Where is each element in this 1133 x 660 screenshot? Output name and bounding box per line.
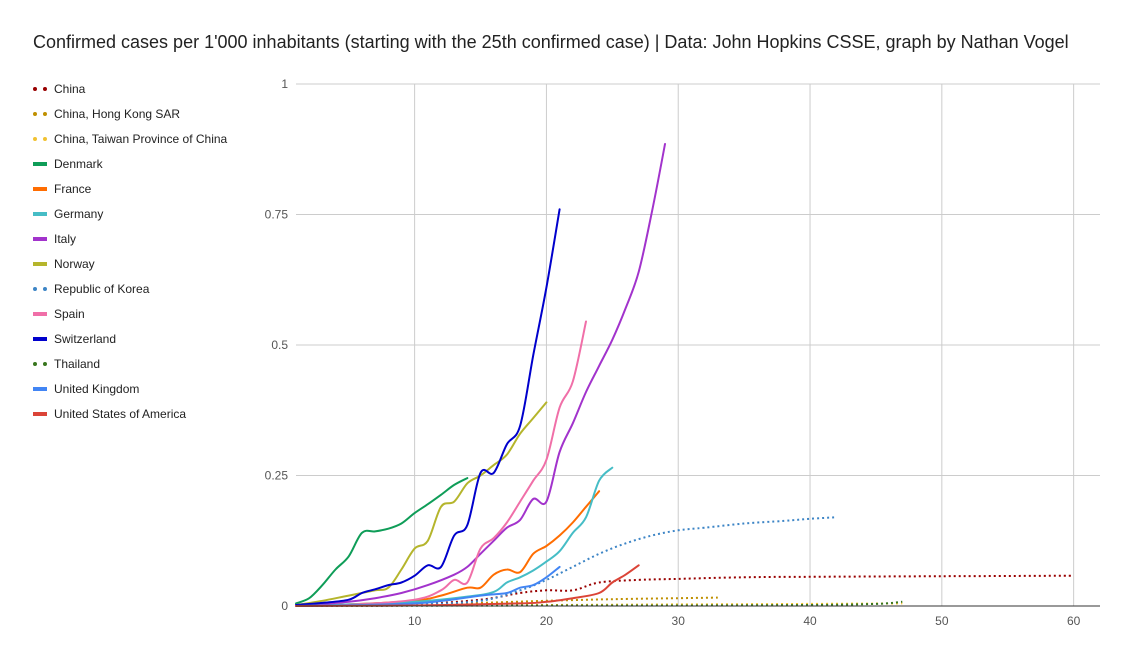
series-line-denmark	[295, 477, 469, 605]
legend-item-denmark: Denmark	[33, 151, 227, 176]
legend-item-switzerland: Switzerland	[33, 326, 227, 351]
series-line-united-states-of-america	[295, 564, 640, 607]
legend-label: Thailand	[54, 356, 101, 371]
legend-label: Germany	[54, 206, 104, 221]
legend-item-china-hong-kong-sar: China, Hong Kong SAR	[33, 101, 227, 126]
legend-swatch	[33, 211, 47, 216]
y-tick-label: 0	[281, 599, 288, 613]
legend-swatch	[33, 311, 47, 316]
legend-swatch	[33, 361, 47, 366]
legend-swatch	[33, 161, 47, 166]
series-line-united-kingdom	[295, 565, 561, 607]
x-tick-label: 50	[935, 614, 949, 628]
series-lines	[295, 143, 1074, 607]
x-tick-label: 40	[803, 614, 817, 628]
legend-label: China	[54, 81, 86, 96]
y-tick-label: 0.5	[271, 338, 288, 352]
y-tick-label: 1	[281, 77, 288, 91]
legend-label: United States of America	[54, 406, 187, 421]
legend-label: Denmark	[54, 156, 103, 171]
legend-label: United Kingdom	[54, 381, 140, 396]
y-tick-label: 0.75	[265, 208, 289, 222]
series-line-germany	[295, 466, 614, 607]
legend-label: China, Hong Kong SAR	[54, 106, 181, 121]
legend-item-germany: Germany	[33, 201, 227, 226]
legend-swatch	[33, 336, 47, 341]
legend-label: Italy	[54, 231, 77, 246]
legend-label: France	[54, 181, 92, 196]
legend-label: Spain	[54, 306, 85, 321]
legend-label: Switzerland	[54, 331, 117, 346]
legend-swatch	[33, 261, 47, 266]
legend-swatch	[33, 111, 47, 116]
legend-swatch	[33, 86, 47, 91]
legend-item-republic-of-korea: Republic of Korea	[33, 276, 227, 301]
legend-item-italy: Italy	[33, 226, 227, 251]
x-tick-label: 30	[672, 614, 686, 628]
series-line-spain	[295, 320, 587, 607]
series-line-italy	[295, 143, 666, 607]
legend-swatch	[33, 286, 47, 291]
legend-label: China, Taiwan Province of China	[54, 131, 228, 146]
legend-item-spain: Spain	[33, 301, 227, 326]
series-line-switzerland	[295, 208, 561, 606]
legend-item-china-taiwan-province-of-china: China, Taiwan Province of China	[33, 126, 227, 151]
legend-item-united-kingdom: United Kingdom	[33, 376, 227, 401]
tick-labels: 0 0.25 0.5 0.75 1 10 20 30 40 50 60	[265, 77, 1081, 628]
legend-item-united-states-of-america: United States of America	[33, 401, 227, 426]
legend-swatch	[33, 186, 47, 191]
legend-label: Norway	[54, 256, 95, 271]
legend-item-france: France	[33, 176, 227, 201]
grid	[296, 83, 1100, 606]
legend-item-norway: Norway	[33, 251, 227, 276]
legend-swatch	[33, 136, 47, 141]
series-line-france	[295, 490, 601, 607]
legend-item-thailand: Thailand	[33, 351, 227, 376]
legend-swatch	[33, 411, 47, 416]
series-line-norway	[295, 401, 548, 606]
legend-swatch	[33, 386, 47, 391]
x-tick-label: 10	[408, 614, 422, 628]
legend-swatch	[33, 236, 47, 241]
legend-label: Republic of Korea	[54, 281, 150, 296]
chart-title: Confirmed cases per 1'000 inhabitants (s…	[33, 32, 1069, 52]
x-tick-label: 20	[540, 614, 554, 628]
legend: China China, Hong Kong SAR China, Taiwan P…	[33, 76, 227, 426]
legend-item-china: China	[33, 76, 227, 101]
x-tick-label: 60	[1067, 614, 1081, 628]
y-tick-label: 0.25	[265, 469, 289, 483]
